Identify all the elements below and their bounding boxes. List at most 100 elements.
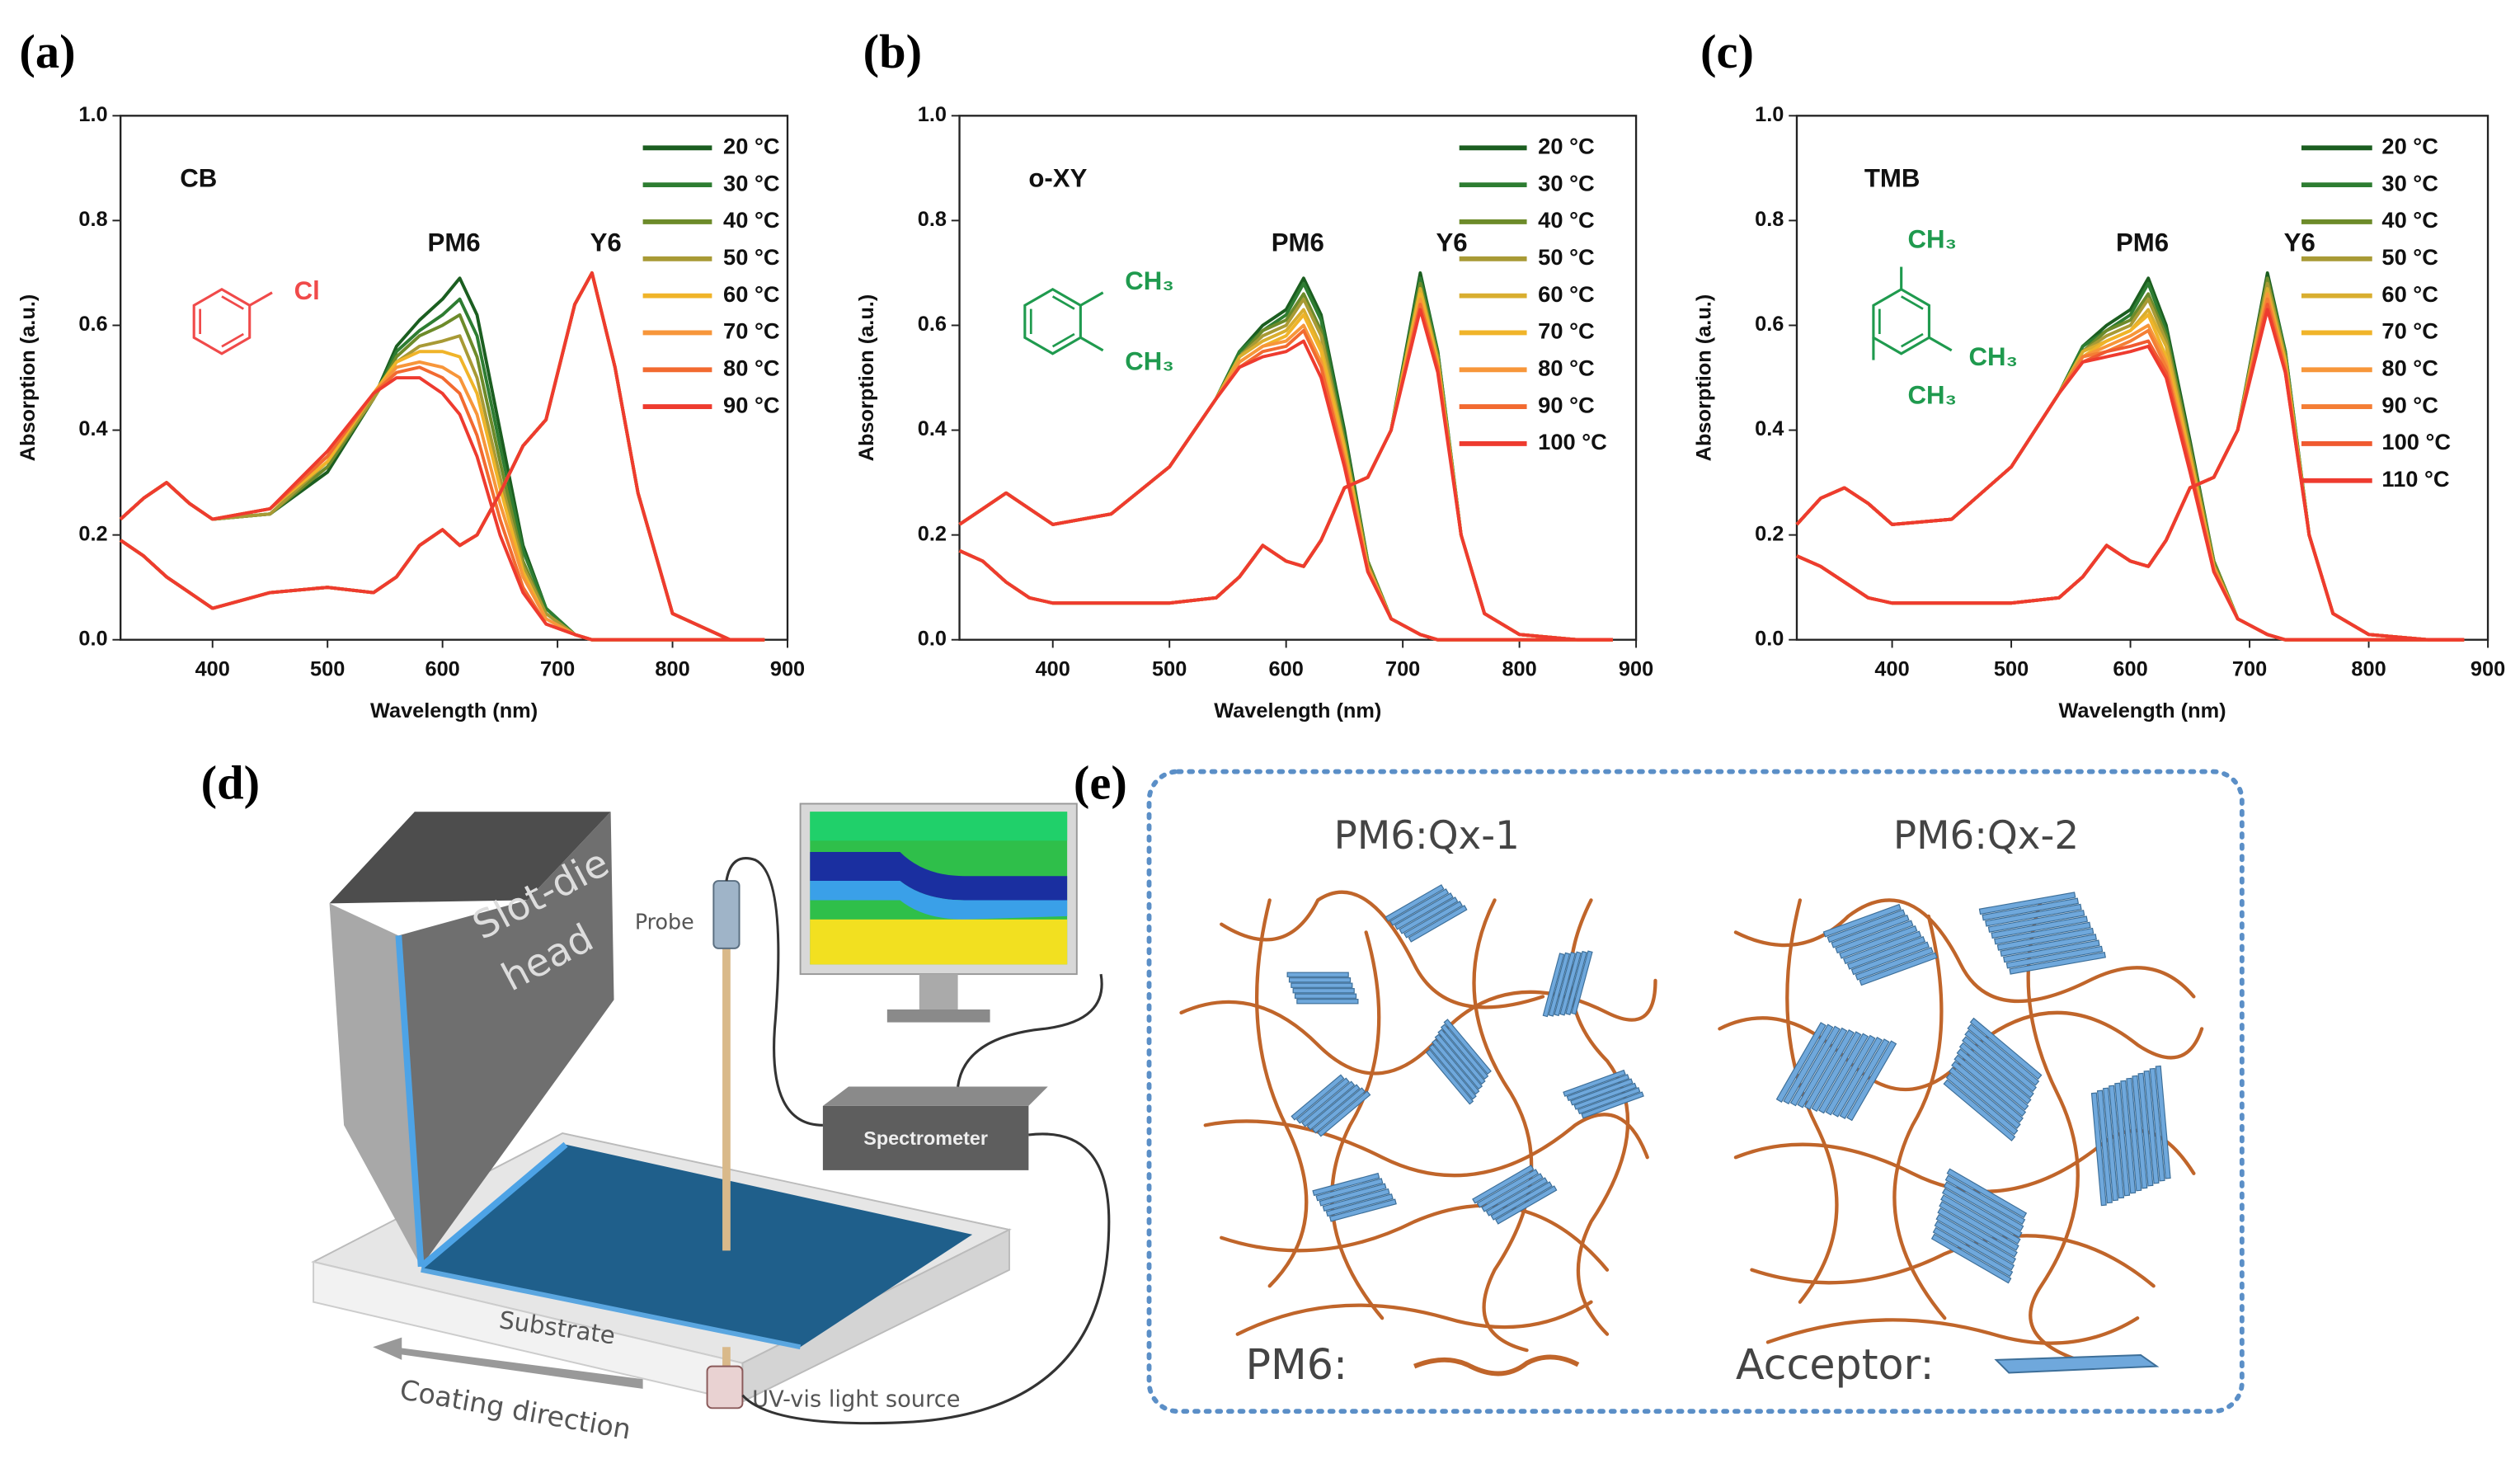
spectrum-line bbox=[1795, 313, 2465, 642]
legend-label: 20 °C bbox=[1538, 134, 1595, 159]
legend-label: 50 °C bbox=[1538, 244, 1595, 270]
panel-frame bbox=[1146, 769, 2245, 1414]
acceptor-layer bbox=[1846, 1040, 1897, 1122]
y-tick-label: 0.8 bbox=[78, 208, 107, 231]
acceptor-stack bbox=[1542, 950, 1593, 1018]
ring-bond bbox=[221, 295, 244, 310]
x-tick-label: 600 bbox=[2113, 657, 2147, 680]
acceptor-layer bbox=[1443, 1019, 1492, 1075]
y-tick-label: 1.0 bbox=[1755, 103, 1784, 126]
acceptor-stack bbox=[1312, 1172, 1397, 1222]
acceptor-layer bbox=[2009, 951, 2106, 975]
acceptor-stack bbox=[1775, 1022, 1897, 1122]
x-axis-label: Wavelength (nm) bbox=[2058, 699, 2226, 722]
acceptor-layer bbox=[1943, 1079, 2016, 1141]
x-axis-label: Wavelength (nm) bbox=[370, 699, 538, 722]
peak-label: Y6 bbox=[2284, 228, 2315, 256]
acceptor-layer bbox=[1432, 1038, 1480, 1095]
screen-band bbox=[810, 851, 1068, 901]
acceptor-layer bbox=[1944, 1174, 2026, 1226]
x-tick-label: 900 bbox=[1619, 657, 1653, 680]
plot-frame bbox=[1795, 115, 2489, 641]
acceptor-layer bbox=[1991, 915, 2089, 939]
acceptor-layer bbox=[1315, 1178, 1384, 1202]
acceptor-layer bbox=[1286, 972, 1349, 977]
spectrum-line bbox=[120, 271, 765, 642]
morphology-label: PM6:Qx-1 bbox=[1334, 814, 1520, 859]
x-tick-label: 600 bbox=[1269, 657, 1304, 680]
spectrum-line bbox=[958, 308, 1613, 642]
acceptor-layer bbox=[1485, 1177, 1549, 1217]
substituent-label: CH₃ bbox=[1125, 347, 1173, 376]
legend-label: 70 °C bbox=[1538, 318, 1595, 344]
y-tick-label: 1.0 bbox=[78, 103, 107, 126]
acceptor-stack bbox=[1930, 1168, 2028, 1284]
polymer-chains bbox=[1179, 890, 2204, 1361]
acceptor-layer bbox=[1317, 1090, 1371, 1137]
chain bbox=[1472, 898, 1534, 1353]
chain bbox=[1254, 898, 1309, 1288]
x-tick-label: 600 bbox=[425, 657, 460, 680]
acceptor-layer bbox=[1472, 1165, 1535, 1204]
acceptor-stacks bbox=[1286, 884, 2171, 1284]
acceptor-layer bbox=[1789, 1025, 1841, 1107]
acceptor-layer bbox=[1296, 999, 1359, 1005]
spectrum-line bbox=[1795, 328, 2465, 642]
legend-label: Acceptor: bbox=[1736, 1340, 1935, 1389]
acceptor-layer bbox=[1425, 1048, 1474, 1105]
acceptor-layer bbox=[1570, 1078, 1634, 1106]
y-tick-label: 0.6 bbox=[1755, 313, 1784, 336]
spectrum-line bbox=[120, 271, 765, 642]
screen-band bbox=[810, 919, 1068, 965]
chain bbox=[1892, 914, 1947, 1320]
legend-label: 80 °C bbox=[2381, 355, 2438, 380]
chain bbox=[1733, 898, 2196, 1003]
light-source bbox=[706, 1365, 744, 1409]
x-tick-label: 700 bbox=[540, 657, 575, 680]
y-axis-label: Absorption (a.u.) bbox=[855, 294, 878, 462]
acceptor-layer bbox=[1559, 951, 1582, 1016]
y-tick-label: 0.0 bbox=[1755, 627, 1784, 650]
head-slot bbox=[395, 935, 425, 1268]
acceptor-layer bbox=[1542, 953, 1565, 1018]
acceptor-layer bbox=[2126, 1077, 2142, 1192]
chain bbox=[1785, 898, 1839, 1304]
acceptor-layer bbox=[1962, 1036, 2034, 1099]
substituent-label: CH₃ bbox=[1969, 342, 2018, 371]
acceptor-layer bbox=[1495, 1185, 1558, 1225]
y-tick-label: 0.2 bbox=[1755, 522, 1784, 545]
legend-label: 80 °C bbox=[1538, 355, 1595, 380]
panel-label: (c) bbox=[1700, 25, 1754, 78]
chart: (c) 0.0 0.2 0.4 0.6 0.8 1.0 400 500 600 700 800 900 W… bbox=[1693, 25, 2506, 722]
x-tick-label: 900 bbox=[2471, 657, 2505, 680]
probe-label: Probe bbox=[635, 910, 694, 934]
spectrometer bbox=[822, 1105, 1029, 1170]
screen-band bbox=[810, 812, 1068, 841]
panel-label: (a) bbox=[19, 25, 75, 78]
acceptor-layer bbox=[2132, 1075, 2148, 1189]
acceptor-layer bbox=[1832, 1036, 1883, 1118]
y-tick-label: 0.2 bbox=[918, 522, 947, 545]
acceptor-layer bbox=[1932, 1226, 2014, 1278]
acceptor-layer bbox=[1859, 952, 1938, 986]
legend-label: 20 °C bbox=[2381, 134, 2438, 159]
x-tick-label: 900 bbox=[770, 657, 805, 680]
legend-label: 60 °C bbox=[1538, 281, 1595, 307]
acceptor-layer bbox=[2137, 1072, 2154, 1187]
acceptor-layer bbox=[1481, 1173, 1544, 1212]
acceptor-stack bbox=[1286, 972, 1359, 1005]
acceptor-layer bbox=[1577, 1087, 1641, 1115]
x-tick-label: 400 bbox=[195, 657, 230, 680]
head-right bbox=[398, 812, 614, 1267]
chain bbox=[1330, 930, 1385, 1320]
acceptor-layer bbox=[1935, 1213, 2017, 1264]
acceptor-layer bbox=[1937, 1207, 2018, 1258]
spectrum-line bbox=[1795, 339, 2465, 642]
y-tick-label: 0.6 bbox=[78, 313, 107, 336]
legend-label: 100 °C bbox=[1538, 429, 1607, 454]
monitor-stand bbox=[919, 974, 958, 1009]
spectrum-line bbox=[958, 271, 1613, 642]
acceptor-layer bbox=[1996, 927, 2095, 951]
y-tick-label: 0.0 bbox=[918, 627, 947, 650]
spectrum-line bbox=[120, 271, 765, 642]
